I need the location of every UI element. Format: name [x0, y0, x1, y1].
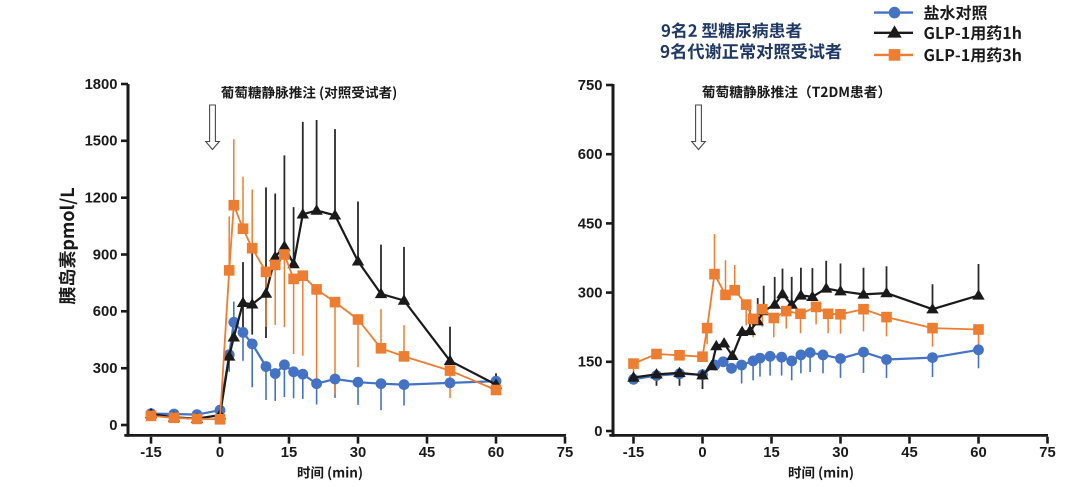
- svg-text:300: 300: [578, 286, 603, 302]
- svg-text:75: 75: [1039, 445, 1055, 461]
- svg-text:15: 15: [281, 445, 297, 461]
- svg-text:600: 600: [578, 147, 603, 163]
- svg-text:1200: 1200: [85, 191, 118, 207]
- svg-text:0: 0: [109, 418, 117, 434]
- svg-text:1500: 1500: [85, 134, 118, 150]
- svg-text:30: 30: [832, 445, 848, 461]
- svg-text:60: 60: [970, 445, 986, 461]
- svg-text:-15: -15: [623, 445, 644, 461]
- svg-text:45: 45: [901, 445, 917, 461]
- svg-text:0: 0: [216, 445, 224, 461]
- svg-text:600: 600: [93, 304, 118, 320]
- svg-text:1800: 1800: [85, 77, 118, 93]
- svg-text:45: 45: [419, 445, 435, 461]
- svg-text:-15: -15: [140, 445, 161, 461]
- svg-text:900: 900: [93, 247, 118, 263]
- svg-text:300: 300: [93, 361, 118, 377]
- svg-text:0: 0: [698, 445, 706, 461]
- svg-text:150: 150: [578, 355, 603, 371]
- svg-text:15: 15: [763, 445, 779, 461]
- svg-text:750: 750: [578, 78, 603, 94]
- svg-text:450: 450: [578, 216, 603, 232]
- svg-text:75: 75: [557, 445, 573, 461]
- svg-text:30: 30: [350, 445, 366, 461]
- svg-text:60: 60: [488, 445, 504, 461]
- svg-text:0: 0: [594, 424, 602, 440]
